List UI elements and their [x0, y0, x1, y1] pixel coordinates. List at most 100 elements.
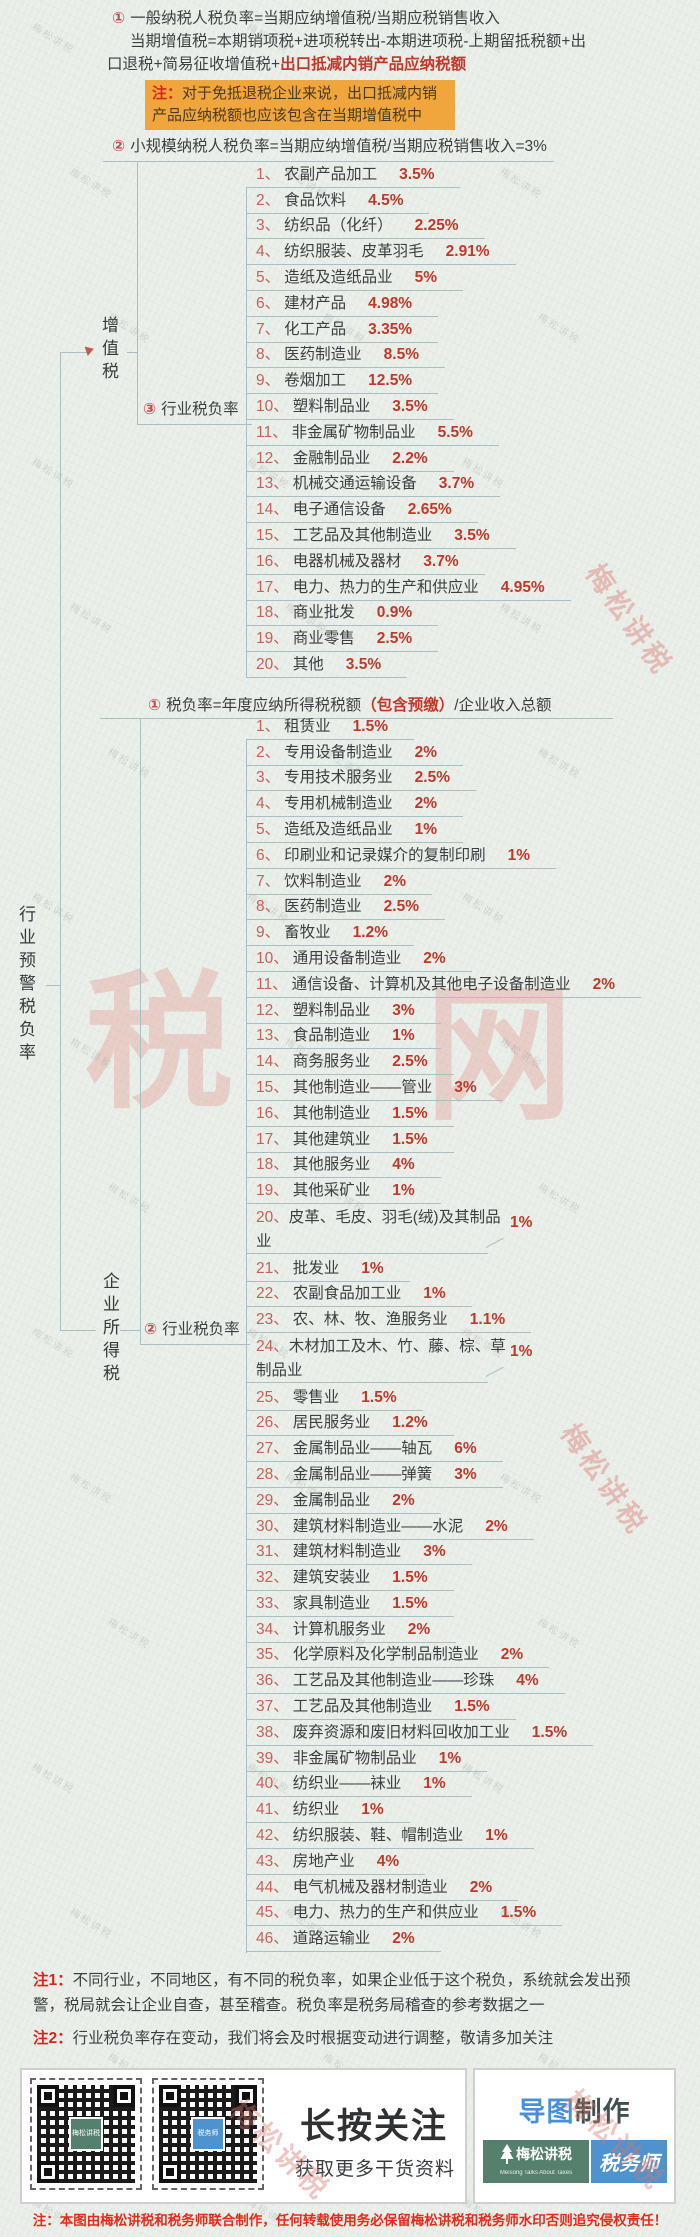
item-number: 33、	[256, 1594, 289, 1612]
vat-general-formula-line3: 口退税+简易征收增值税+出口抵减内销产品应纳税额	[107, 56, 467, 73]
list-item: 39、 非金属矿物制品业 1%	[246, 1746, 641, 1772]
item-rate: 3.35%	[368, 320, 413, 338]
list-item: 8、 医药制造业 2.5%	[246, 895, 641, 921]
list-item: 1、 租赁业 1.5%	[246, 714, 641, 740]
item-number: 12、	[256, 1001, 289, 1019]
connector-root-tick	[46, 985, 60, 986]
item-label: 商业零售	[292, 630, 355, 648]
connector-vat-right	[127, 352, 137, 353]
item-rate: 5%	[414, 268, 438, 286]
item-rate: 1.5%	[392, 1569, 428, 1587]
item-number: 27、	[256, 1440, 289, 1458]
item-rate: 3.5%	[392, 397, 428, 415]
item-label: 塑料制品业	[292, 1001, 371, 1019]
list-item: 19、 其他采矿业 1%	[246, 1178, 641, 1205]
item-label: 家具制造业	[292, 1594, 371, 1612]
item-rate: 2.5%	[376, 630, 413, 648]
item-number: 28、	[256, 1465, 289, 1483]
item-number: 1、	[256, 165, 281, 183]
item-rate: 3.7%	[423, 552, 459, 570]
item-number: 46、	[256, 1930, 289, 1948]
item-rate: 1%	[414, 820, 438, 838]
item-rate: 8.5%	[383, 346, 419, 364]
item-label: 其他服务业	[292, 1156, 371, 1174]
connector-vat-list-spine	[246, 188, 247, 678]
list-item: 10、 通用设备制造业 2%	[246, 946, 641, 972]
item-number: 4、	[256, 243, 281, 261]
item-label: 建材产品	[284, 294, 347, 312]
item-number: 15、	[256, 526, 289, 544]
list-item: 45、 电力、热力的生产和供应业 1.5%	[246, 1901, 641, 1927]
item-rate: 3%	[454, 1465, 477, 1483]
connector-cit-children	[140, 719, 141, 1345]
list-item: 18、 其他服务业 4%	[246, 1153, 641, 1179]
list-item: 2、 专用设备制造业 2%	[246, 740, 641, 766]
item-rate: 2%	[392, 1930, 415, 1948]
list-item: 19、 商业零售 2.5%	[246, 626, 571, 653]
item-rate: 1.2%	[352, 924, 388, 942]
list-item: 15、 工艺品及其他制造业 3.5%	[246, 523, 571, 549]
watermark-pink-1: 梅松讲税	[579, 558, 679, 682]
item-rate: 1.1%	[469, 1311, 506, 1329]
item-rate: 1.2%	[392, 1414, 428, 1432]
list-item: 42、 纺织服装、鞋、帽制造业 1%	[246, 1823, 641, 1850]
item-number: 17、	[256, 578, 289, 596]
list-item: 11、 通信设备、计算机及其他电子设备制造业 2%	[246, 972, 642, 998]
vat-industry-node: ③ 行业税负率	[137, 399, 252, 425]
item-number: 9、	[256, 372, 281, 390]
map-credit-title: 导图制作	[518, 2097, 631, 2127]
item-label: 纺织服装、皮革羽毛	[284, 243, 424, 261]
item-label: 塑料制品业	[292, 397, 371, 415]
watermark-big-left: 税	[85, 961, 233, 1126]
item-label: 其他建筑业	[292, 1130, 371, 1148]
item-label: 其他	[292, 655, 324, 673]
list-item: 27、 金属制品业——轴瓦 6%	[246, 1436, 641, 1463]
item-number: 39、	[256, 1749, 289, 1767]
item-label: 纺织业	[292, 1801, 340, 1819]
connector-vat-children	[137, 162, 138, 425]
item-rate: 1%	[507, 846, 531, 864]
item-rate: 2%	[383, 872, 407, 890]
cit-header-node: ① 税负率=年度应纳所得税税额（包含预缴）/企业收入总额	[100, 695, 613, 719]
footnote-2: 注2：行业税负率存在变动，我们将会及时根据变动进行调整，敬请多加关注	[33, 2030, 554, 2047]
item-number: 24、	[256, 1338, 289, 1356]
item-number: 4、	[256, 795, 281, 813]
item-label: 卷烟加工	[284, 372, 347, 390]
item-number: 45、	[256, 1904, 289, 1922]
connector-cit-list-spine	[246, 740, 247, 1953]
item-number: 40、	[256, 1775, 289, 1793]
item-rate: 1.5%	[392, 1130, 428, 1148]
item-label: 电气机械及器材制造业	[292, 1878, 448, 1896]
list-item: 38、 废弃资源和废旧材料回收加工业 1.5%	[246, 1720, 641, 1746]
item-label: 造纸及造纸品业	[284, 268, 393, 286]
item-text: 24、木材加工及木、竹、藤、棕、草制品业	[246, 1335, 512, 1383]
watermark-texture: 梅松讲税	[105, 1616, 153, 1652]
circled-2-icon: ②	[112, 138, 126, 155]
item-rate: 0.9%	[376, 604, 413, 622]
circled-3-icon: ③	[143, 401, 157, 418]
item-number: 7、	[256, 872, 281, 890]
item-rate: 4.5%	[368, 191, 404, 209]
item-rate: 1%	[361, 1801, 384, 1819]
item-label: 化学原料及化学制品制造业	[292, 1646, 479, 1664]
vat-note-box: 注：对于免抵退税企业来说，出口抵减内销产品应纳税额也应该包含在当期增值税中	[145, 80, 455, 130]
item-rate: 1%	[510, 1214, 533, 1232]
qr-center-logo-meisong: 梅松讲税	[69, 2117, 103, 2151]
list-item: 7、 饮料制造业 2%	[246, 869, 641, 895]
cit-industry-list: 1、 租赁业 1.5% 2、 专用设备制造业 2% 3、 专用技术服务业 2.5% 4、 专用机械制…	[246, 714, 642, 1953]
item-number: 21、	[256, 1259, 289, 1277]
item-rate: 1%	[392, 1027, 415, 1045]
list-item: 36、 工艺品及其他制造业——珍珠 4%	[246, 1668, 641, 1695]
item-rate: 1.5%	[500, 1904, 537, 1922]
item-label: 工艺品及其他制造业	[292, 1698, 433, 1716]
item-number: 31、	[256, 1543, 289, 1561]
list-item: 16、 其他制造业 1.5%	[246, 1101, 641, 1127]
item-label: 建筑安装业	[292, 1569, 371, 1587]
item-label: 废弃资源和废旧材料回收加工业	[292, 1723, 510, 1741]
item-number: 42、	[256, 1827, 289, 1845]
list-item: 7、 化工产品 3.35%	[246, 317, 571, 343]
item-rate: 2.5%	[392, 1053, 428, 1071]
list-item: 43、 房地产业 4%	[246, 1849, 641, 1875]
list-item: 5、 造纸及造纸品业 5%	[246, 265, 571, 291]
item-rate: 1.5%	[392, 1594, 428, 1612]
